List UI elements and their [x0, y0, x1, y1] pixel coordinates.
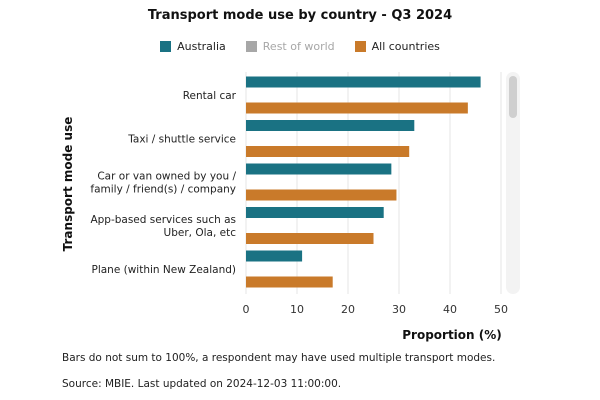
x-tick-label: 20 — [341, 303, 355, 316]
category-label-line: family / friend(s) / company — [90, 184, 236, 196]
category-label-line: Plane (within New Zealand) — [91, 264, 236, 276]
x-tick-label: 10 — [290, 303, 304, 316]
x-tick-label: 30 — [392, 303, 406, 316]
bar-australia-2[interactable] — [246, 163, 392, 175]
legend-label-rest-of-world: Rest of world — [262, 40, 335, 53]
legend-label-australia: Australia — [177, 40, 226, 53]
bar-australia-1[interactable] — [246, 120, 415, 131]
category-labels: Rental car Taxi / shuttle service Car or v… — [90, 90, 236, 276]
category-label-line: Taxi / shuttle service — [127, 134, 236, 146]
category-label: Taxi / shuttle service — [127, 134, 236, 146]
scrollbar-track[interactable] — [506, 72, 520, 294]
bar-all-countries-0[interactable] — [246, 102, 468, 114]
legend-swatch-australia — [160, 41, 172, 52]
bar-all-countries-2[interactable] — [246, 189, 397, 201]
x-tick-labels: 0 10 20 30 40 50 — [243, 303, 509, 316]
bar-australia-4[interactable] — [246, 250, 303, 262]
legend-item-australia[interactable]: Australia — [160, 40, 226, 53]
category-label-line: Rental car — [183, 90, 237, 102]
x-tick-label: 50 — [494, 303, 508, 316]
category-label-line: Car or van owned by you / — [97, 171, 236, 183]
x-axis-title: Proportion (%) — [402, 328, 502, 342]
footnote-sum: Bars do not sum to 100%, a respondent ma… — [62, 352, 496, 364]
legend: Australia Rest of world All countries — [0, 40, 600, 53]
bar-all-countries-3[interactable] — [246, 233, 374, 244]
bar-all-countries-4[interactable] — [246, 276, 333, 288]
legend-swatch-all-countries — [354, 41, 366, 52]
chart-title: Transport mode use by country - Q3 2024 — [147, 8, 453, 23]
bar-australia-0[interactable] — [246, 76, 481, 88]
legend-label-all-countries: All countries — [371, 40, 440, 53]
legend-item-rest-of-world[interactable]: Rest of world — [245, 40, 335, 53]
x-tick-label: 40 — [443, 303, 457, 316]
bar-australia-3[interactable] — [246, 207, 384, 218]
bars — [246, 76, 481, 288]
y-axis-title: Transport mode use — [61, 117, 75, 252]
legend-item-all-countries[interactable]: All countries — [354, 40, 440, 53]
scrollbar-thumb[interactable] — [509, 76, 517, 118]
category-label: Rental car — [183, 90, 237, 102]
legend-swatch-rest-of-world — [245, 41, 257, 52]
footnote-source: Source: MBIE. Last updated on 2024-12-03… — [62, 378, 342, 390]
category-label: Car or van owned by you / family / friend… — [90, 171, 236, 196]
category-label: App-based services such as Uber, Ola, etc — [90, 214, 236, 239]
bar-all-countries-1[interactable] — [246, 146, 410, 157]
x-tick-label: 0 — [243, 303, 250, 316]
category-label-line: App-based services such as — [90, 214, 236, 226]
category-label-line: Uber, Ola, etc — [164, 227, 237, 239]
category-label: Plane (within New Zealand) — [91, 264, 236, 276]
